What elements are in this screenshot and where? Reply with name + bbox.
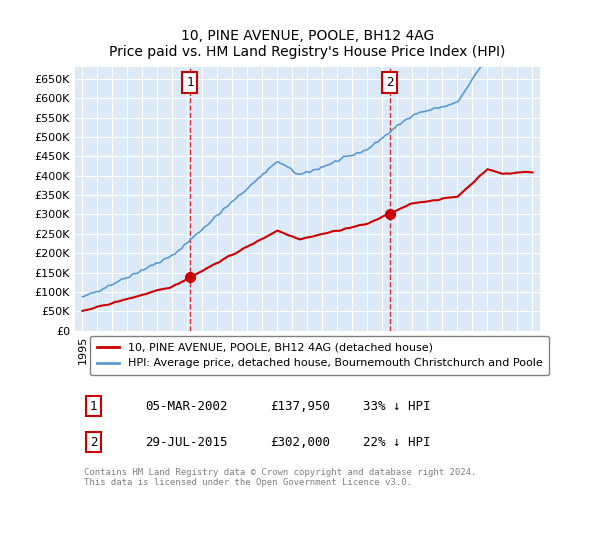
Text: 2: 2 <box>90 436 97 449</box>
Text: £137,950: £137,950 <box>270 400 330 413</box>
Text: 33% ↓ HPI: 33% ↓ HPI <box>364 400 431 413</box>
Text: 05-MAR-2002: 05-MAR-2002 <box>145 400 227 413</box>
Title: 10, PINE AVENUE, POOLE, BH12 4AG
Price paid vs. HM Land Registry's House Price I: 10, PINE AVENUE, POOLE, BH12 4AG Price p… <box>109 29 506 59</box>
Legend: 10, PINE AVENUE, POOLE, BH12 4AG (detached house), HPI: Average price, detached : 10, PINE AVENUE, POOLE, BH12 4AG (detach… <box>90 336 549 375</box>
Text: 22% ↓ HPI: 22% ↓ HPI <box>364 436 431 449</box>
Text: 29-JUL-2015: 29-JUL-2015 <box>145 436 227 449</box>
Text: Contains HM Land Registry data © Crown copyright and database right 2024.
This d: Contains HM Land Registry data © Crown c… <box>84 468 476 487</box>
Text: 1: 1 <box>90 400 97 413</box>
Text: £302,000: £302,000 <box>270 436 330 449</box>
Text: 2: 2 <box>386 76 394 89</box>
Text: 1: 1 <box>186 76 194 89</box>
